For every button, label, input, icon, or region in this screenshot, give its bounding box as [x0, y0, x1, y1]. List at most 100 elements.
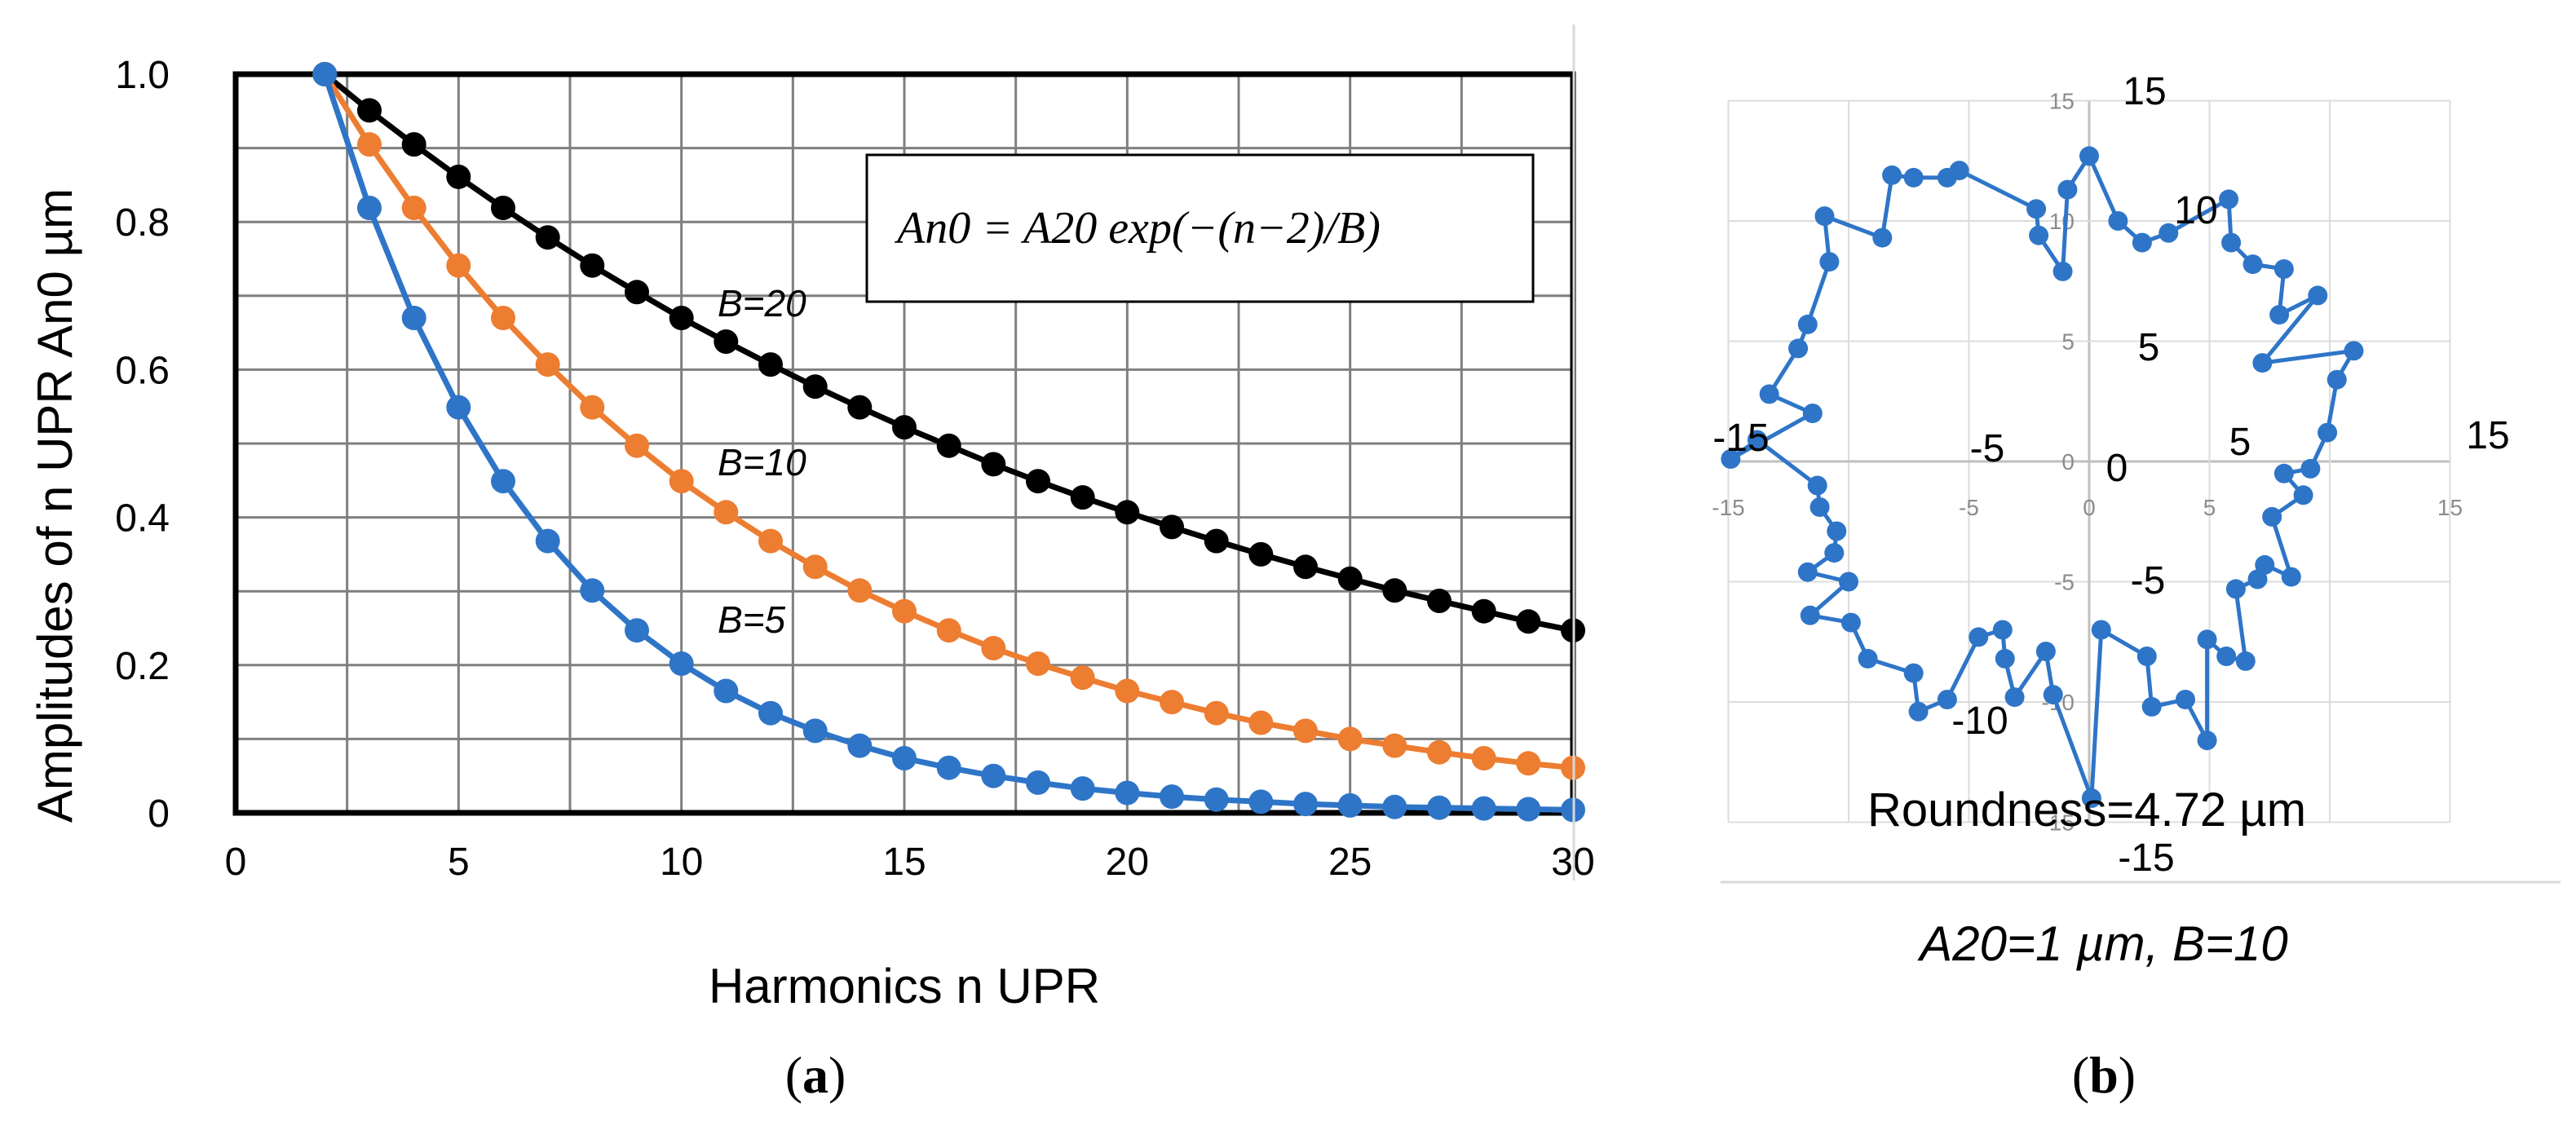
profile-point	[2225, 579, 2246, 599]
formula-box	[865, 153, 1535, 303]
point-b20	[1293, 554, 1318, 580]
y-tick-label: 0.8	[115, 201, 170, 245]
profile-point	[1903, 663, 1924, 683]
panel-b-caption: A20=1 µm, B=10	[1917, 916, 2288, 971]
point-b20	[357, 98, 382, 123]
y-tick-label: 0.4	[115, 497, 170, 541]
point-b20	[1160, 514, 1184, 540]
point-b5	[1471, 796, 1496, 821]
profile-point	[2108, 211, 2128, 231]
profile-point	[2242, 254, 2263, 275]
profile-point	[2197, 629, 2217, 650]
point-b20	[1427, 589, 1451, 613]
point-b10	[1471, 746, 1496, 770]
profile-point	[2273, 259, 2294, 279]
profile-point	[1995, 648, 2015, 669]
profile-point	[2043, 685, 2063, 705]
profile-point	[1872, 227, 1893, 248]
profile-point	[1903, 167, 1924, 188]
point-b10	[357, 132, 382, 157]
profile-point	[2057, 179, 2078, 200]
point-b20	[625, 280, 649, 305]
profile-point	[1797, 562, 1818, 582]
profile-point	[1839, 572, 1858, 592]
point-b20	[580, 253, 605, 278]
point-b10	[491, 306, 515, 330]
profile-point	[1968, 627, 1989, 647]
point-b5	[1382, 794, 1407, 819]
point-b10	[1204, 700, 1229, 726]
point-b20	[401, 132, 426, 157]
profile-point	[2262, 506, 2282, 527]
y-axis-title: Amplitudes of n UPR An0 µm	[28, 188, 82, 823]
profile-point	[2132, 232, 2152, 253]
point-b20	[758, 352, 783, 377]
small-y-tick: -5	[2054, 570, 2074, 595]
profile-point	[1840, 612, 1861, 633]
point-b10	[1293, 718, 1318, 744]
small-y-tick: 10	[2049, 209, 2074, 234]
profile-point	[2281, 567, 2301, 587]
profile-point	[2136, 647, 2157, 666]
profile-point	[2219, 189, 2239, 210]
small-x-tick: 0	[2083, 495, 2096, 520]
y-tick-label: 0.6	[115, 349, 170, 392]
point-b10	[1516, 751, 1541, 776]
panel-b-profile	[1721, 146, 2364, 808]
big-label-left: -15	[1712, 417, 1769, 460]
profile-point	[2004, 687, 2025, 708]
x-tick-label: 25	[1328, 841, 1372, 884]
profile-point	[1797, 314, 1818, 334]
profile-point	[1858, 648, 1878, 669]
profile-point	[1882, 165, 1902, 185]
profile-point	[2079, 146, 2099, 166]
profile-point	[1827, 521, 1847, 541]
point-b5	[1026, 770, 1050, 795]
point-b20	[1070, 485, 1095, 510]
point-b20	[1337, 566, 1363, 591]
profile-point	[1788, 338, 1809, 359]
profile-point	[2273, 463, 2294, 483]
point-b10	[1382, 733, 1407, 758]
point-b10	[1427, 739, 1451, 765]
profile-point	[1814, 206, 1835, 227]
profile-point	[2252, 353, 2273, 373]
profile-point	[2318, 422, 2338, 443]
big-label-minus-five-left: -5	[1970, 427, 2005, 470]
point-b10	[1160, 690, 1184, 715]
point-b10	[580, 395, 605, 420]
x-tick-label: 0	[225, 841, 247, 884]
profile-point	[1937, 690, 1957, 709]
point-b5	[312, 62, 338, 86]
small-x-tick: -5	[1959, 495, 1979, 520]
point-b10	[446, 253, 471, 278]
big-label-right: 15	[2466, 414, 2509, 457]
profile-point	[2029, 225, 2049, 245]
point-b5	[1293, 792, 1318, 817]
point-b20	[892, 415, 917, 440]
point-b10	[535, 352, 560, 377]
point-b20	[981, 452, 1006, 477]
point-b5	[936, 755, 961, 780]
point-b10	[981, 636, 1006, 660]
profile-point	[2026, 199, 2047, 219]
small-y-tick: 0	[2061, 449, 2074, 475]
small-x-tick: 5	[2203, 495, 2216, 520]
profile-point	[1721, 449, 1741, 469]
y-tick-label: 0.2	[115, 645, 170, 688]
panel-b-chart: -15 -5 0 5 15 15 10 5 0 -5 -10 -15 15 10 5 -15 -5 0 5 15 -5…	[1572, 24, 2561, 1104]
point-b20	[1026, 469, 1050, 494]
big-label-origin: 0	[2106, 447, 2128, 490]
point-b5	[1427, 795, 1451, 820]
point-b10	[625, 433, 649, 458]
profile-point	[2344, 341, 2364, 361]
small-y-tick: -15	[2042, 810, 2074, 836]
point-b10	[1248, 710, 1274, 735]
point-b5	[981, 763, 1006, 788]
point-b10	[847, 578, 873, 603]
profile-point	[1824, 543, 1845, 563]
point-b20	[847, 395, 873, 420]
point-b20	[936, 433, 961, 458]
annotation-b10: B=10	[718, 441, 806, 483]
